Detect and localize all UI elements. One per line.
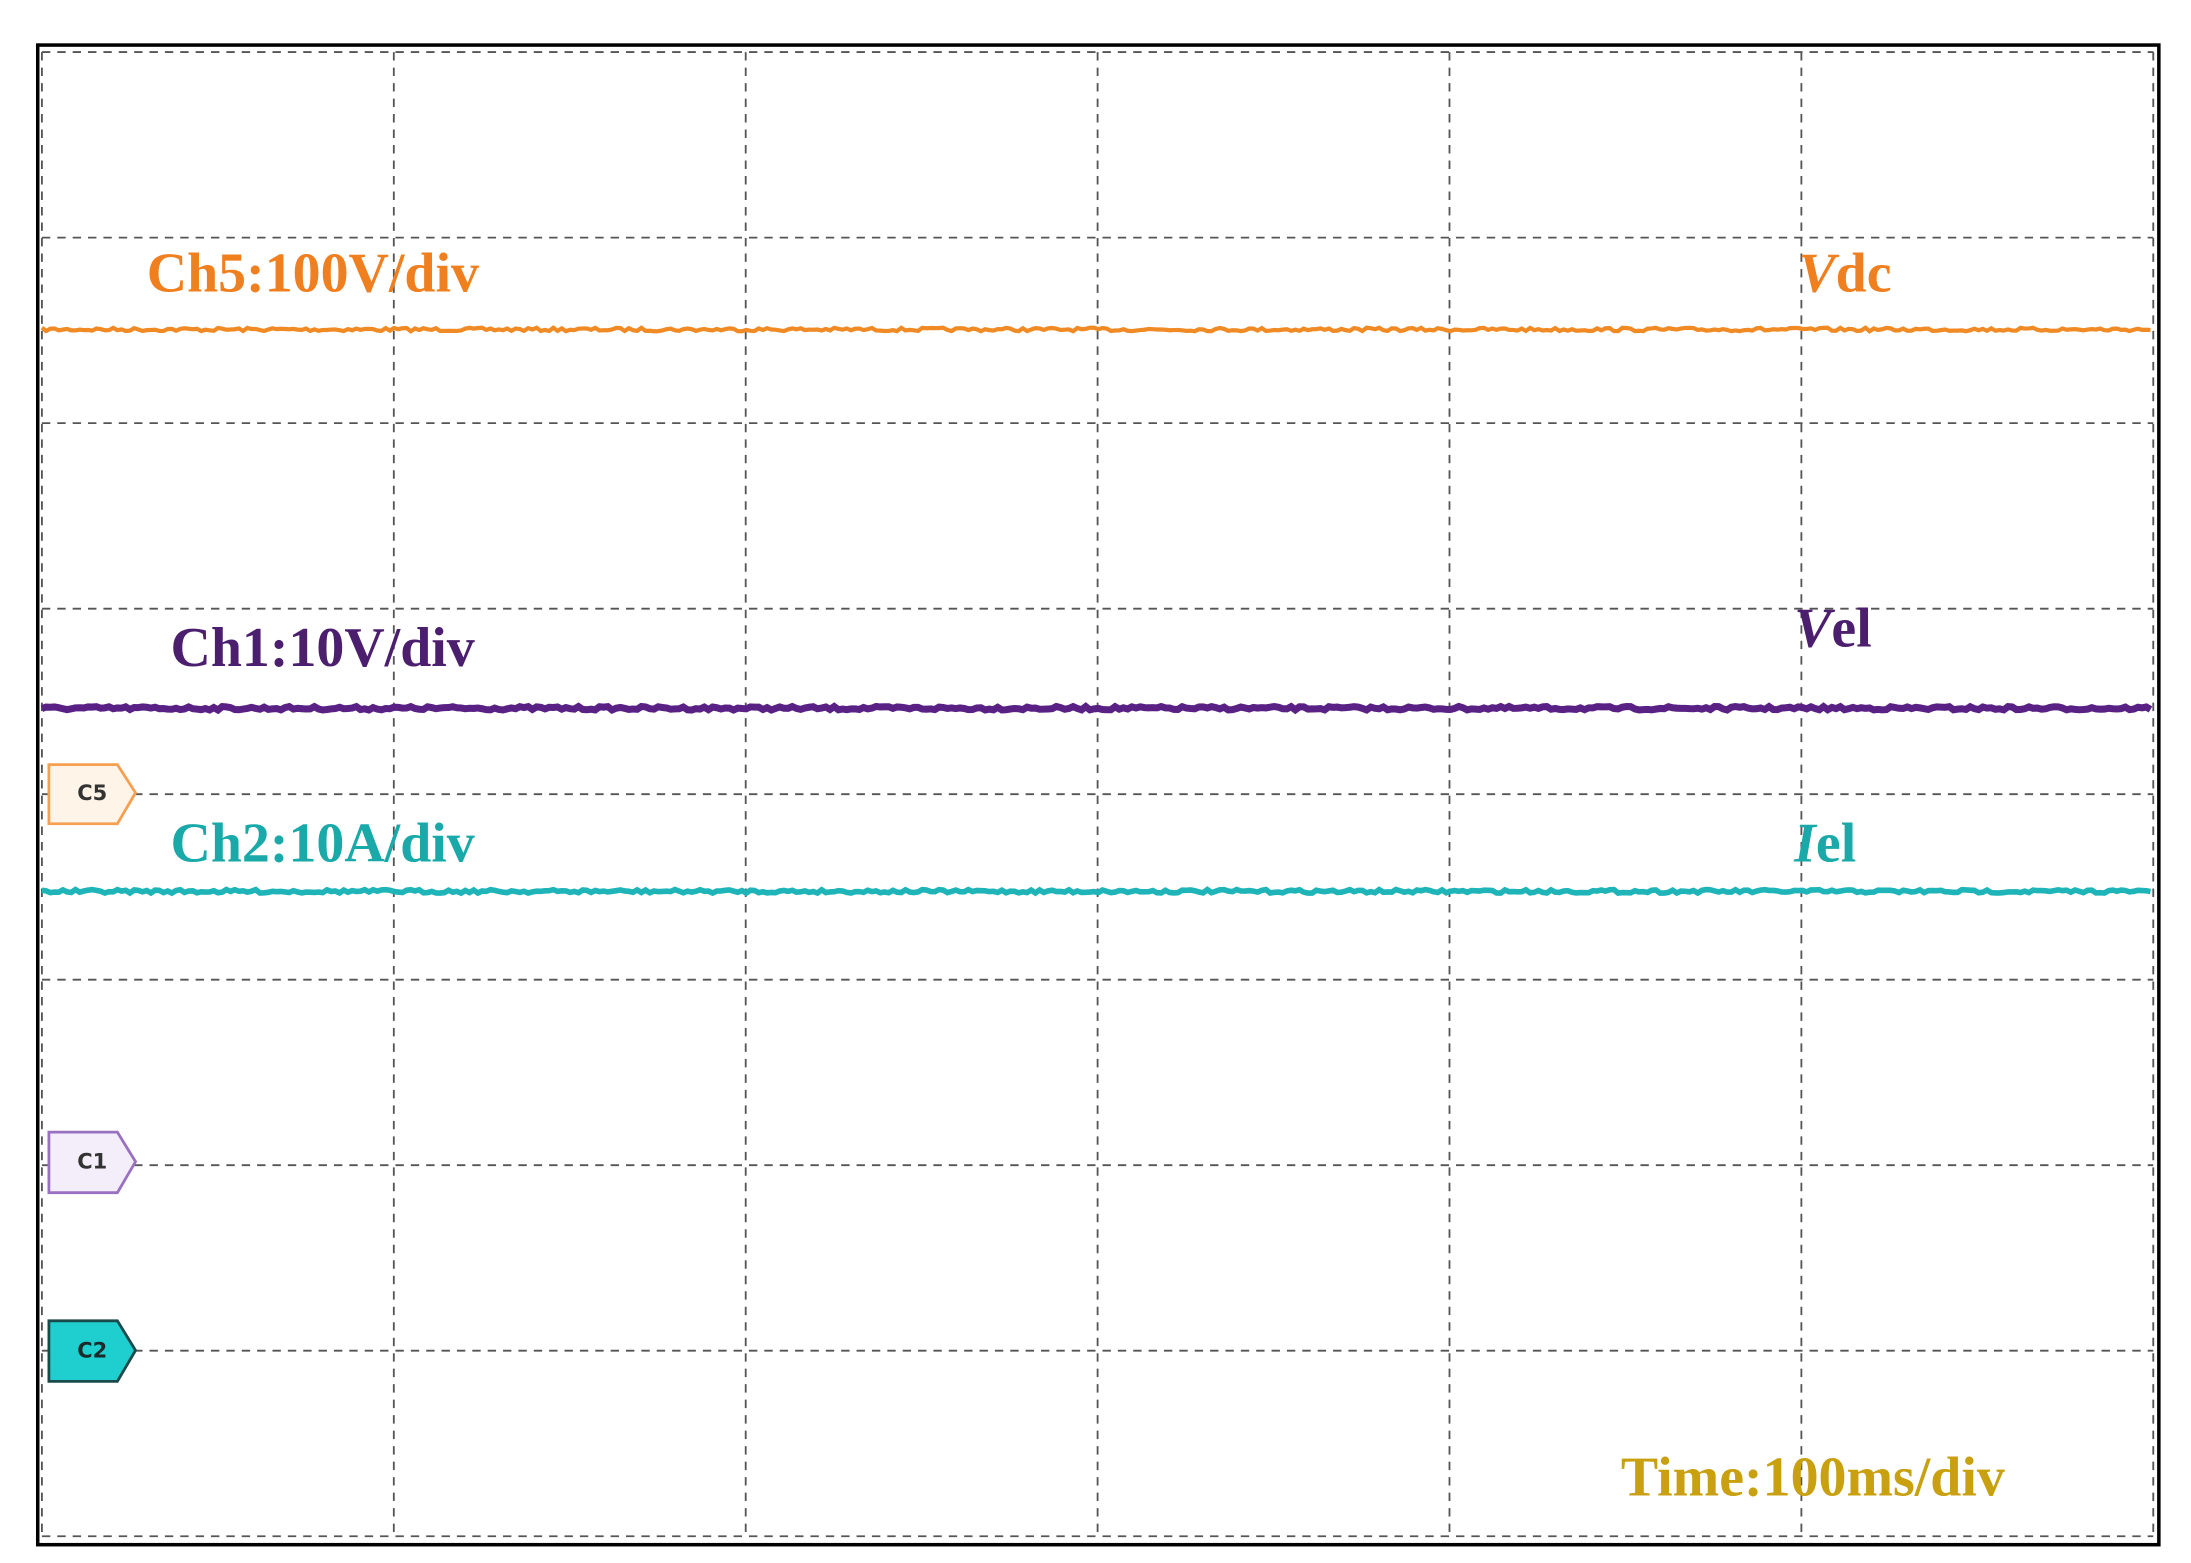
- signal-suffix: el: [1816, 813, 1856, 875]
- signal-suffix: dc: [1836, 242, 1892, 304]
- signal-name: Vdc: [1798, 242, 1891, 304]
- channel-label: Ch2:10A/div: [170, 813, 475, 875]
- marker-label: C1: [77, 1149, 107, 1174]
- grid: [41, 51, 2155, 1538]
- signal-name: Vel: [1794, 597, 1872, 659]
- marker-label: C5: [77, 780, 107, 805]
- channel-marker: [47, 1319, 138, 1383]
- signal-symbol: V: [1798, 242, 1840, 304]
- trace: [40, 702, 2153, 715]
- signal-name: Iel: [1793, 813, 1856, 875]
- traces: [40, 325, 2153, 897]
- channel-marker: [47, 763, 138, 826]
- trace: [40, 325, 2151, 334]
- trace: [41, 886, 2151, 897]
- signal-symbol: I: [1793, 813, 1818, 875]
- channel-marker: [47, 1130, 138, 1195]
- time-scale-label: Time:100ms/div: [1621, 1446, 2006, 1508]
- marker-label: C2: [77, 1337, 107, 1362]
- channel-label: Ch1:10V/div: [170, 617, 475, 679]
- channel-label: Ch5:100V/div: [147, 242, 480, 304]
- signal-suffix: el: [1831, 597, 1871, 659]
- signal-symbol: V: [1794, 597, 1836, 659]
